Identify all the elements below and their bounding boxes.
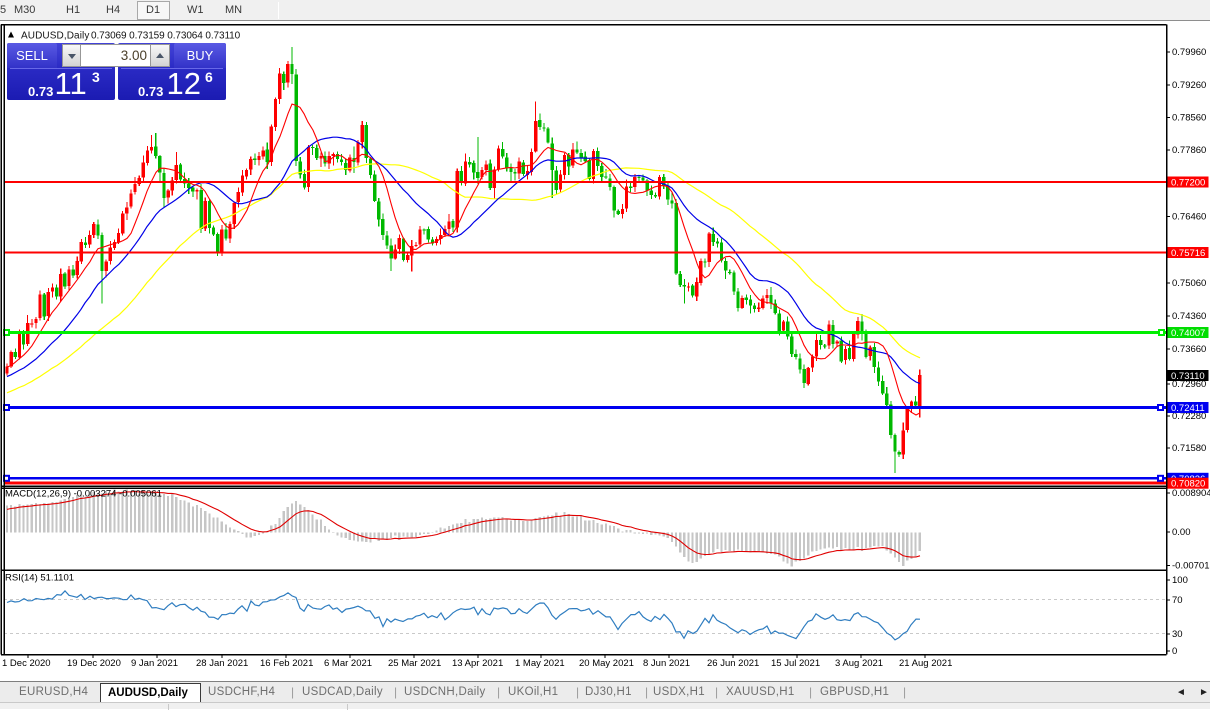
svg-text:13 Apr 2021: 13 Apr 2021 <box>452 658 503 669</box>
svg-text:RSI(14) 51.1101: RSI(14) 51.1101 <box>5 573 74 584</box>
svg-text:0.77860: 0.77860 <box>1172 145 1206 156</box>
svg-text:0.73069 0.73159 0.73064 0.7311: 0.73069 0.73159 0.73064 0.73110 <box>91 31 241 42</box>
svg-text:-0.007013: -0.007013 <box>1172 561 1210 572</box>
svg-text:0.79960: 0.79960 <box>1172 47 1206 58</box>
svg-text:0.78560: 0.78560 <box>1172 113 1206 124</box>
svg-text:25 Mar 2021: 25 Mar 2021 <box>388 658 441 669</box>
svg-text:0.72280: 0.72280 <box>1172 411 1206 422</box>
svg-text:0.74360: 0.74360 <box>1172 311 1206 322</box>
svg-text:MACD(12,26,9) -0.003274 -0.005: MACD(12,26,9) -0.003274 -0.005061 <box>5 489 162 500</box>
svg-text:0.74007: 0.74007 <box>1171 328 1205 339</box>
svg-text:AUDUSD,Daily: AUDUSD,Daily <box>21 31 89 42</box>
svg-text:0.70820: 0.70820 <box>1171 479 1205 490</box>
svg-text:15 Jul 2021: 15 Jul 2021 <box>771 658 820 669</box>
svg-text:0.00: 0.00 <box>1172 527 1191 538</box>
svg-text:21 Aug 2021: 21 Aug 2021 <box>899 658 952 669</box>
svg-text:16 Feb 2021: 16 Feb 2021 <box>260 658 313 669</box>
svg-text:0.73110: 0.73110 <box>1171 371 1205 382</box>
svg-text:28 Jan 2021: 28 Jan 2021 <box>196 658 248 669</box>
svg-text:6 Mar 2021: 6 Mar 2021 <box>324 658 372 669</box>
svg-text:3 Aug 2021: 3 Aug 2021 <box>835 658 883 669</box>
svg-text:0.72411: 0.72411 <box>1171 403 1205 414</box>
svg-text:8 Jun 2021: 8 Jun 2021 <box>643 658 690 669</box>
svg-text:0: 0 <box>1172 646 1177 657</box>
svg-text:1 May 2021: 1 May 2021 <box>515 658 565 669</box>
svg-text:0.75716: 0.75716 <box>1171 248 1205 259</box>
svg-text:0.72960: 0.72960 <box>1172 379 1206 390</box>
svg-text:20 May 2021: 20 May 2021 <box>579 658 634 669</box>
svg-text:19 Dec 2020: 19 Dec 2020 <box>67 658 121 669</box>
svg-text:30: 30 <box>1172 629 1183 640</box>
svg-text:0.008904: 0.008904 <box>1172 488 1210 499</box>
svg-text:100: 100 <box>1172 575 1188 586</box>
svg-text:0.73660: 0.73660 <box>1172 344 1206 355</box>
svg-text:0.71580: 0.71580 <box>1172 443 1206 454</box>
svg-text:0.75060: 0.75060 <box>1172 278 1206 289</box>
svg-text:0.76460: 0.76460 <box>1172 212 1206 223</box>
svg-text:1 Dec 2020: 1 Dec 2020 <box>2 658 51 669</box>
svg-text:9 Jan 2021: 9 Jan 2021 <box>131 658 178 669</box>
svg-text:0.79260: 0.79260 <box>1172 80 1206 91</box>
svg-text:26 Jun 2021: 26 Jun 2021 <box>707 658 759 669</box>
svg-text:0.77200: 0.77200 <box>1171 178 1205 189</box>
svg-text:70: 70 <box>1172 595 1183 606</box>
